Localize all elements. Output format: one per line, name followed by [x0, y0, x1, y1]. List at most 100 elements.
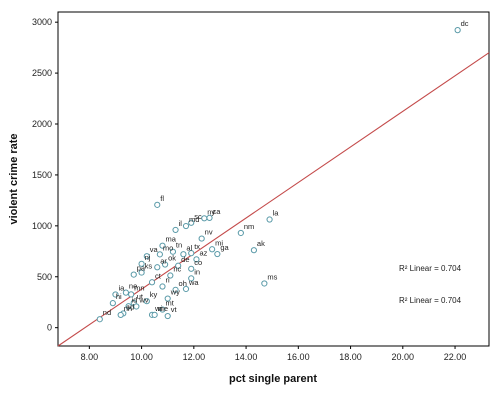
point-label-ia: ia — [118, 283, 125, 292]
point-label-ne: ne — [129, 282, 137, 291]
x-tick-label: 10.00 — [130, 352, 153, 362]
data-point-wv — [133, 303, 140, 310]
point-label-wi: wi — [154, 304, 162, 313]
x-axis-title: pct single parent — [229, 373, 317, 385]
point-label-de: de — [181, 255, 189, 264]
data-point-nd — [96, 316, 103, 323]
point-label-me: me — [158, 304, 168, 313]
x-tick-label: 8.00 — [81, 352, 99, 362]
data-point-in — [188, 275, 195, 282]
point-label-ut: ut — [137, 292, 144, 301]
data-point-mt — [159, 306, 166, 313]
data-point-nc — [167, 272, 174, 279]
point-label-dc: dc — [461, 19, 469, 28]
data-point-ia — [112, 291, 119, 298]
y-tick-label: 0 — [47, 323, 52, 333]
data-point-ny — [201, 215, 208, 222]
point-label-al: al — [186, 243, 192, 252]
point-label-nd: nd — [103, 308, 111, 317]
point-label-nh: nh — [124, 304, 132, 313]
point-label-mn: mn — [134, 283, 144, 292]
x-tick-label: 20.00 — [392, 352, 415, 362]
data-point-nm — [237, 229, 244, 237]
data-point-ma — [159, 242, 166, 249]
point-label-ak: ak — [257, 239, 265, 248]
point-label-tn: tn — [176, 241, 182, 250]
data-point-co — [188, 265, 195, 272]
point-label-nv: nv — [205, 228, 213, 237]
point-label-ga: ga — [220, 243, 229, 252]
x-tick-label: 16.00 — [287, 352, 310, 362]
data-point-fl — [154, 201, 161, 208]
data-point-nj — [138, 260, 145, 267]
point-label-nj: nj — [145, 253, 151, 262]
data-point-mi — [209, 246, 216, 253]
data-point-va — [143, 253, 150, 260]
data-point-ne — [122, 289, 130, 296]
data-point-dc — [454, 27, 461, 34]
data-point-mn — [128, 291, 135, 298]
data-point-oh — [172, 286, 179, 293]
data-point-de — [175, 262, 182, 269]
data-point-sc — [188, 219, 195, 226]
data-point-ri — [159, 283, 166, 290]
data-point-mo — [156, 251, 163, 258]
data-point-nv — [198, 235, 205, 242]
point-label-ar: ar — [160, 256, 167, 265]
data-point-wy — [164, 295, 171, 302]
point-label-wv: wv — [138, 295, 148, 304]
data-point-me — [151, 311, 158, 318]
point-label-ct: ct — [155, 271, 162, 280]
data-point-vt — [164, 312, 171, 320]
point-label-ks: ks — [145, 262, 153, 271]
data-point-ak — [250, 247, 258, 254]
data-point-az — [193, 256, 200, 263]
plot-area — [57, 11, 490, 347]
data-point-il — [172, 226, 179, 234]
point-label-hi: hi — [116, 292, 122, 301]
point-label-mi: mi — [215, 238, 223, 247]
point-label-md: md — [189, 215, 199, 224]
y-axis-title: violent crime rate — [8, 133, 20, 224]
data-point-ok — [161, 261, 169, 268]
point-label-ma: ma — [165, 235, 176, 244]
data-point-wa — [182, 285, 190, 293]
point-label-mt: mt — [165, 299, 174, 308]
data-point-nh — [117, 311, 124, 319]
data-point-md — [182, 222, 190, 230]
point-label-in: in — [194, 267, 200, 276]
point-label-ri: ri — [165, 276, 169, 285]
data-point-tx — [188, 250, 195, 257]
data-point-tn — [169, 248, 177, 255]
point-label-ky: ky — [150, 290, 158, 299]
r2-annotation-1: R² Linear = 0.704 — [399, 264, 462, 273]
point-label-tx: tx — [194, 242, 200, 251]
point-label-co: co — [194, 258, 202, 267]
point-label-id: id — [132, 295, 138, 304]
data-point-ms — [261, 280, 268, 287]
point-label-ny: ny — [207, 207, 215, 216]
point-label-ok: ok — [168, 254, 176, 263]
data-point-ct — [148, 279, 156, 286]
y-tick-label: 3000 — [32, 17, 52, 27]
x-tick-label: 14.00 — [235, 352, 258, 362]
x-tick-label: 12.00 — [183, 352, 206, 362]
point-label-fl: fl — [160, 194, 164, 203]
x-tick-label: 18.00 — [339, 352, 362, 362]
data-point-hi — [109, 300, 116, 307]
point-label-vt: vt — [171, 305, 178, 314]
point-label-nm: nm — [244, 222, 254, 231]
y-tick-label: 2000 — [32, 119, 52, 129]
point-label-sc: sc — [194, 212, 202, 221]
data-point-la — [266, 216, 273, 223]
data-point-ga — [214, 250, 221, 258]
y-tick-label: 1500 — [32, 170, 52, 180]
data-point-ks — [138, 269, 145, 276]
x-tick-label: 22.00 — [444, 352, 467, 362]
point-label-wy: wy — [170, 288, 180, 297]
y-tick-label: 2500 — [32, 68, 52, 78]
point-label-il: il — [179, 219, 183, 228]
point-label-pa: pa — [137, 264, 146, 273]
r2-annotation-2: R² Linear = 0.704 — [399, 296, 462, 305]
